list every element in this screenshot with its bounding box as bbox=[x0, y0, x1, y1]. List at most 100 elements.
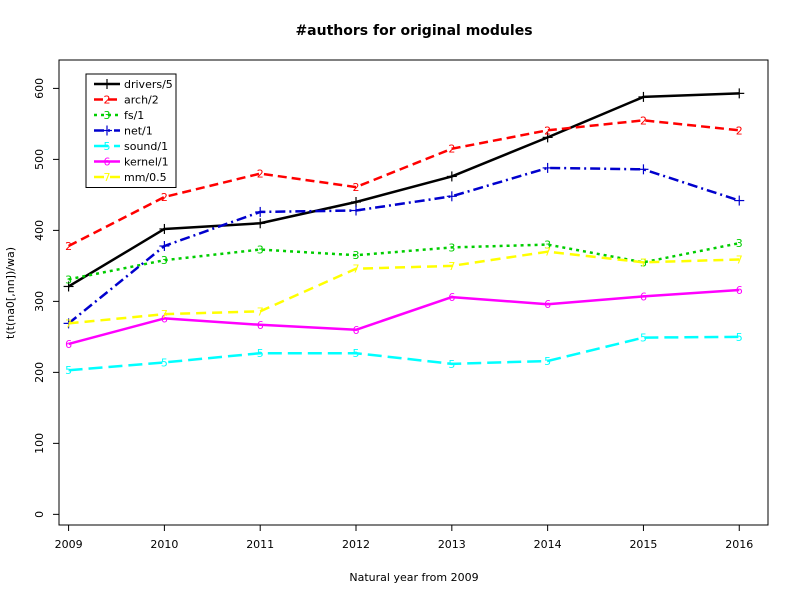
data-point: 5 bbox=[736, 331, 743, 344]
data-point: 6 bbox=[104, 156, 111, 169]
x-tick-label: 2013 bbox=[438, 538, 466, 551]
data-point: 5 bbox=[257, 347, 264, 360]
y-tick-label: 200 bbox=[33, 362, 46, 383]
data-point: 5 bbox=[640, 332, 647, 345]
data-point: 7 bbox=[736, 253, 743, 266]
y-tick-label: 100 bbox=[33, 433, 46, 454]
data-point bbox=[542, 132, 553, 143]
x-tick-label: 2010 bbox=[150, 538, 178, 551]
data-point: 7 bbox=[104, 171, 111, 184]
x-axis-label: Natural year from 2009 bbox=[349, 571, 478, 584]
data-point: 5 bbox=[104, 140, 111, 153]
data-point: 6 bbox=[736, 284, 743, 297]
data-point: 7 bbox=[161, 308, 168, 321]
legend-label: fs/1 bbox=[124, 109, 144, 122]
x-tick-label: 2016 bbox=[725, 538, 753, 551]
data-point: 3 bbox=[640, 256, 647, 269]
legend-item: 3 fs/1 bbox=[94, 109, 144, 122]
data-point: 6 bbox=[544, 298, 551, 311]
data-point bbox=[159, 241, 170, 251]
legend-label: arch/2 bbox=[124, 94, 159, 107]
legend: drivers/5 2 arch/2 3 fs/1 net/1 5 sound/1 6 kerne… bbox=[85, 73, 177, 188]
data-point: 2 bbox=[161, 191, 168, 204]
series-line bbox=[67, 92, 740, 288]
y-tick-label: 500 bbox=[33, 149, 46, 170]
x-tick-label: 2011 bbox=[246, 538, 274, 551]
y-tick-label: 400 bbox=[33, 220, 46, 241]
y-tick-label: 0 bbox=[33, 511, 46, 518]
data-point: 2 bbox=[104, 94, 111, 107]
y-axis: 0 100 200 300 400 500 600 bbox=[33, 78, 60, 518]
data-point: 3 bbox=[544, 239, 551, 252]
legend-item: drivers/5 bbox=[94, 78, 173, 91]
legend-item: 5 sound/1 bbox=[94, 140, 168, 153]
legend-label: kernel/1 bbox=[124, 156, 169, 169]
data-point: 7 bbox=[65, 317, 72, 330]
data-point bbox=[734, 195, 745, 206]
legend-label: mm/0.5 bbox=[124, 171, 167, 184]
legend-label: sound/1 bbox=[124, 140, 168, 153]
data-point: 6 bbox=[448, 291, 455, 304]
series-line bbox=[68, 288, 740, 346]
legend-item: 7 mm/0.5 bbox=[94, 171, 167, 184]
series-line bbox=[67, 166, 740, 325]
data-point: 2 bbox=[65, 240, 72, 253]
data-point: 7 bbox=[257, 305, 264, 318]
data-point: 3 bbox=[65, 273, 72, 286]
data-point: 6 bbox=[640, 290, 647, 303]
data-point: 6 bbox=[161, 312, 168, 325]
data-point bbox=[102, 79, 112, 89]
series-line bbox=[68, 250, 740, 325]
data-point bbox=[446, 171, 457, 182]
data-point bbox=[255, 206, 266, 217]
data-point: 2 bbox=[257, 168, 264, 181]
legend-item: net/1 bbox=[94, 125, 153, 138]
data-point: 3 bbox=[736, 237, 743, 250]
data-point: 2 bbox=[448, 143, 455, 156]
data-point bbox=[638, 164, 649, 175]
data-point: 5 bbox=[448, 358, 455, 371]
legend-item: 6 kernel/1 bbox=[94, 156, 169, 169]
data-point: 2 bbox=[544, 124, 551, 137]
x-tick-label: 2015 bbox=[629, 538, 657, 551]
x-tick-label: 2014 bbox=[534, 538, 562, 551]
data-point: 6 bbox=[257, 319, 264, 332]
data-point bbox=[446, 191, 457, 202]
x-tick-label: 2012 bbox=[342, 538, 370, 551]
data-point: 7 bbox=[448, 260, 455, 273]
series-line bbox=[68, 119, 740, 248]
x-axis: 2009 2010 2011 2012 2013 2014 2015 2016 bbox=[55, 524, 753, 551]
data-point bbox=[351, 196, 362, 207]
data-point bbox=[255, 218, 266, 229]
data-point: 3 bbox=[104, 109, 111, 122]
data-point: 2 bbox=[353, 181, 360, 194]
y-axis-label: t(t(na0[,nn])/wa) bbox=[4, 247, 17, 339]
legend-item: 2 arch/2 bbox=[94, 94, 159, 107]
legend-label: drivers/5 bbox=[124, 78, 173, 91]
data-point: 5 bbox=[353, 347, 360, 360]
legend-label: net/1 bbox=[124, 125, 153, 138]
data-point: 3 bbox=[257, 244, 264, 257]
data-point bbox=[351, 205, 362, 216]
x-tick-label: 2009 bbox=[55, 538, 83, 551]
data-point: 3 bbox=[161, 254, 168, 267]
data-point: 6 bbox=[353, 324, 360, 337]
data-point bbox=[734, 88, 745, 99]
data-point bbox=[63, 281, 74, 292]
data-point: 5 bbox=[161, 356, 168, 369]
data-point bbox=[159, 223, 170, 234]
data-point bbox=[542, 162, 553, 173]
data-point: 3 bbox=[448, 241, 455, 254]
data-point: 5 bbox=[65, 364, 72, 377]
data-point: 7 bbox=[544, 246, 551, 259]
series-line bbox=[68, 241, 740, 281]
y-tick-label: 600 bbox=[33, 78, 46, 99]
data-point: 2 bbox=[736, 124, 743, 137]
data-point bbox=[638, 91, 649, 102]
data-point: 7 bbox=[353, 263, 360, 276]
data-point: 2 bbox=[640, 114, 647, 127]
data-point bbox=[102, 125, 112, 136]
series-line bbox=[68, 335, 740, 372]
